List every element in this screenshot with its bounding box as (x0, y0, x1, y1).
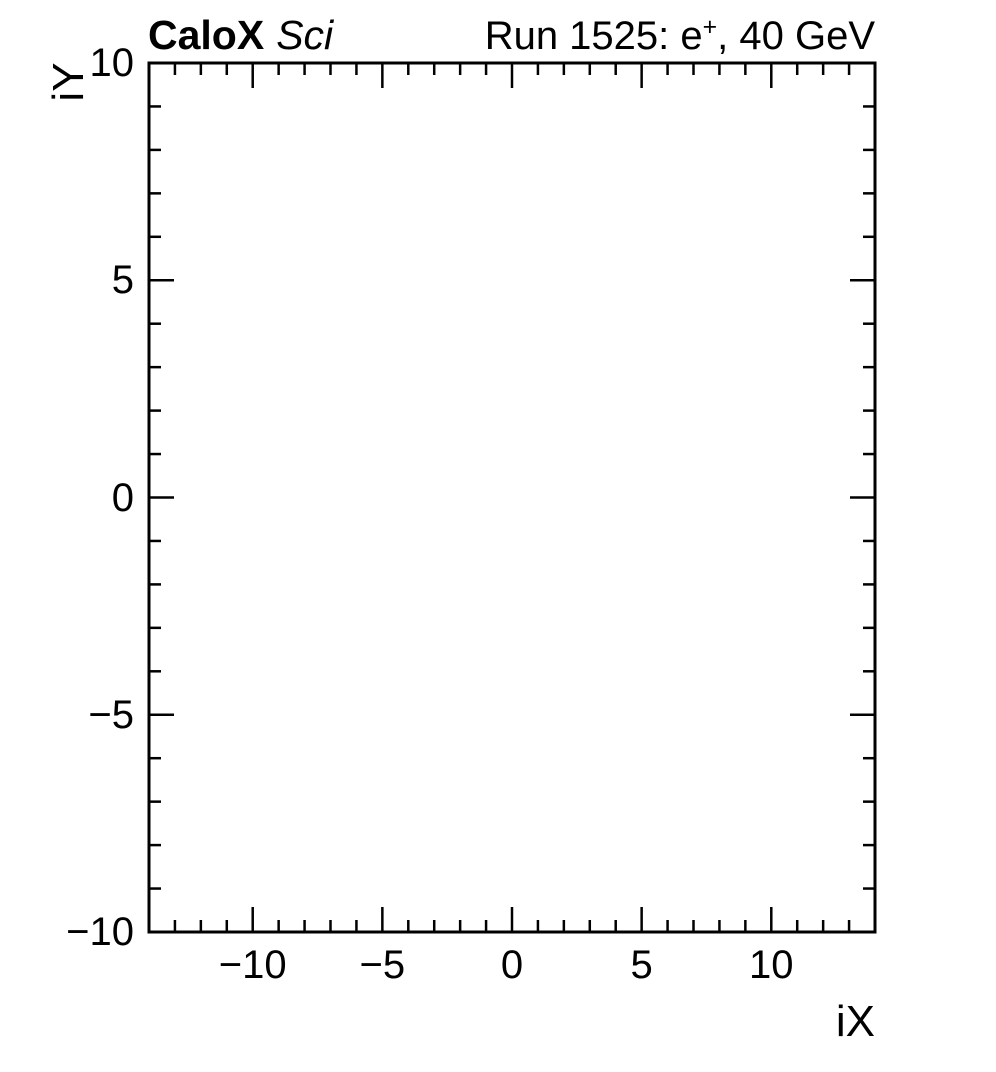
x-tick-label: 0 (500, 943, 524, 987)
header-row: CaloX Sci Run 1525: e+, 40 GeV (0, 12, 996, 58)
run-info-pre: Run 1525: e (484, 14, 703, 58)
experiment-name: CaloX (148, 12, 265, 58)
experiment-tag: Sci (276, 12, 334, 58)
run-info-superscript: + (702, 14, 718, 42)
x-tick-label: 5 (630, 943, 653, 987)
experiment-title: CaloX Sci (148, 12, 333, 58)
x-tick-label: −5 (359, 943, 406, 987)
y-tick-label: 0 (111, 475, 134, 520)
run-info-post: , 40 GeV (717, 14, 875, 58)
y-tick-label: −5 (88, 692, 134, 737)
y-tick-label: −10 (66, 910, 134, 954)
x-tick-label: −10 (218, 943, 287, 987)
plot-frame (147, 61, 877, 934)
y-tick-label: 5 (111, 258, 134, 303)
x-axis-title: iX (835, 997, 875, 1046)
run-info-title: Run 1525: e+, 40 GeV (485, 13, 875, 65)
x-tick-label: 10 (749, 943, 794, 987)
y-tick-label: 10 (89, 41, 135, 85)
